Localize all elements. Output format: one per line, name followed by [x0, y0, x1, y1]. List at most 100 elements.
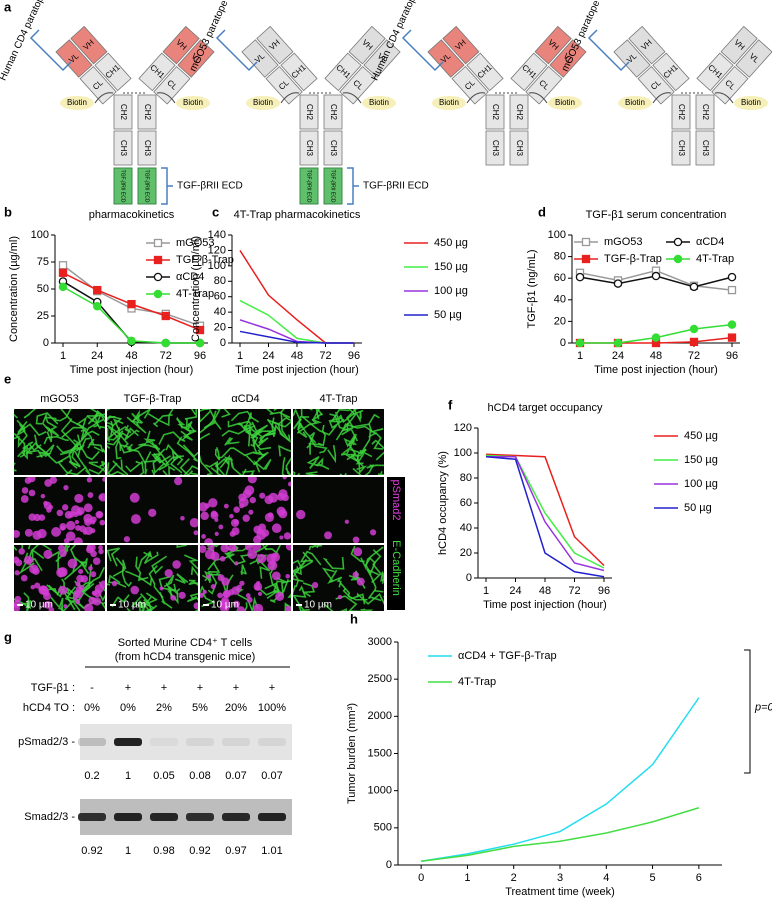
legend-label: TGF-β-Trap: [176, 254, 234, 266]
nucleus: [324, 531, 332, 540]
marker: [58, 282, 68, 292]
column-label: mGO53: [40, 393, 79, 405]
nucleus: [43, 549, 53, 559]
membrane: [93, 446, 105, 468]
membrane: [281, 457, 286, 475]
membrane: [327, 444, 337, 464]
nucleus: [210, 511, 219, 520]
chart-title: hCD4 target occupancy: [488, 402, 603, 414]
nucleus: [18, 548, 25, 555]
membrane: [305, 471, 319, 475]
marker: [613, 279, 623, 288]
membrane: [162, 465, 176, 475]
membrane: [365, 567, 379, 592]
membrane: [213, 409, 221, 421]
membrane: [306, 456, 320, 469]
nucleus: [92, 597, 102, 606]
row-cell: 100%: [258, 702, 286, 714]
membrane: [306, 442, 322, 449]
membrane: [125, 460, 143, 473]
nucleus: [200, 592, 205, 598]
series-line: [486, 456, 605, 572]
domain: [94, 52, 132, 92]
nucleus: [229, 530, 236, 537]
nucleus: [228, 545, 236, 552]
domain-label: CH2: [491, 104, 500, 121]
series-line: [421, 697, 700, 863]
x-tick-label: 96: [726, 350, 738, 362]
membrane: [377, 470, 384, 475]
membrane: [272, 576, 286, 594]
membrane: [107, 430, 124, 443]
membrane: [35, 412, 59, 425]
y-tick-label: 25: [37, 310, 49, 322]
membrane: [126, 606, 153, 611]
domain: [671, 130, 691, 166]
membrane: [180, 423, 196, 441]
membrane: [293, 551, 314, 570]
biotin-label: Biotin: [253, 98, 273, 107]
nucleus: [352, 571, 359, 578]
membrane: [80, 418, 105, 441]
membrane: [293, 418, 317, 444]
band: [114, 738, 142, 746]
biotin: [618, 96, 652, 110]
membrane: [321, 567, 338, 585]
membrane: [312, 409, 323, 421]
stain-label: E-Cadherin: [390, 540, 402, 596]
membrane: [184, 554, 198, 570]
membrane: [342, 588, 366, 605]
y-tick-label: 0: [220, 337, 226, 349]
marker: [613, 338, 623, 348]
y-tick-label: 1000: [368, 785, 392, 797]
legend-label: αCD4 + TGF-β-Trap: [458, 650, 557, 662]
column-label: αCD4: [231, 393, 259, 405]
nucleus: [73, 589, 83, 599]
membrane: [143, 551, 159, 565]
nucleus: [204, 538, 213, 543]
domain: [695, 130, 715, 166]
band: [186, 813, 214, 821]
domain: [525, 66, 563, 105]
nucleus: [285, 573, 290, 579]
nucleus: [86, 477, 93, 483]
nucleus: [233, 519, 239, 525]
membrane: [341, 426, 359, 442]
membrane: [214, 454, 231, 475]
band-quant: 0.2: [84, 770, 99, 782]
chart-title: 4T-Trap pharmacokinetics: [234, 209, 361, 221]
domain-label: CH3: [677, 140, 686, 157]
membrane: [69, 430, 100, 452]
domain: [256, 25, 294, 65]
nucleus: [38, 514, 46, 521]
nucleus: [256, 553, 267, 564]
antibody: CH1VHCLVLBiotinCH2CH3CH1VHCLVLBiotinCH2C…: [560, 0, 772, 166]
nucleus: [180, 515, 185, 521]
y-tick-label: 50: [37, 283, 49, 295]
nucleus: [159, 586, 164, 591]
membrane: [168, 583, 179, 599]
marker: [727, 272, 737, 282]
membrane: [44, 416, 58, 432]
membrane: [14, 423, 28, 449]
legend-label: 4T-Trap: [696, 253, 734, 265]
y-tick-label: 0: [386, 859, 392, 871]
membrane: [224, 436, 240, 446]
chart: 0 1 2 3 4 5 6 0 500 1000 1500 2000 2500 3000 αCD4 + TG…: [346, 611, 772, 897]
biotin-label: Biotin: [439, 98, 459, 107]
membrane: [308, 545, 323, 551]
column-label: 4T-Trap: [319, 393, 357, 405]
x-tick-label: 96: [598, 585, 610, 597]
membrane: [284, 601, 291, 611]
nucleus: [14, 529, 21, 538]
nucleus: [82, 530, 88, 535]
membrane: [371, 549, 382, 584]
nucleus: [14, 595, 22, 603]
membrane: [107, 470, 127, 475]
domain: [509, 94, 529, 130]
marker: [581, 254, 591, 264]
membrane: [107, 462, 118, 475]
ecd-bracket: [347, 167, 359, 205]
